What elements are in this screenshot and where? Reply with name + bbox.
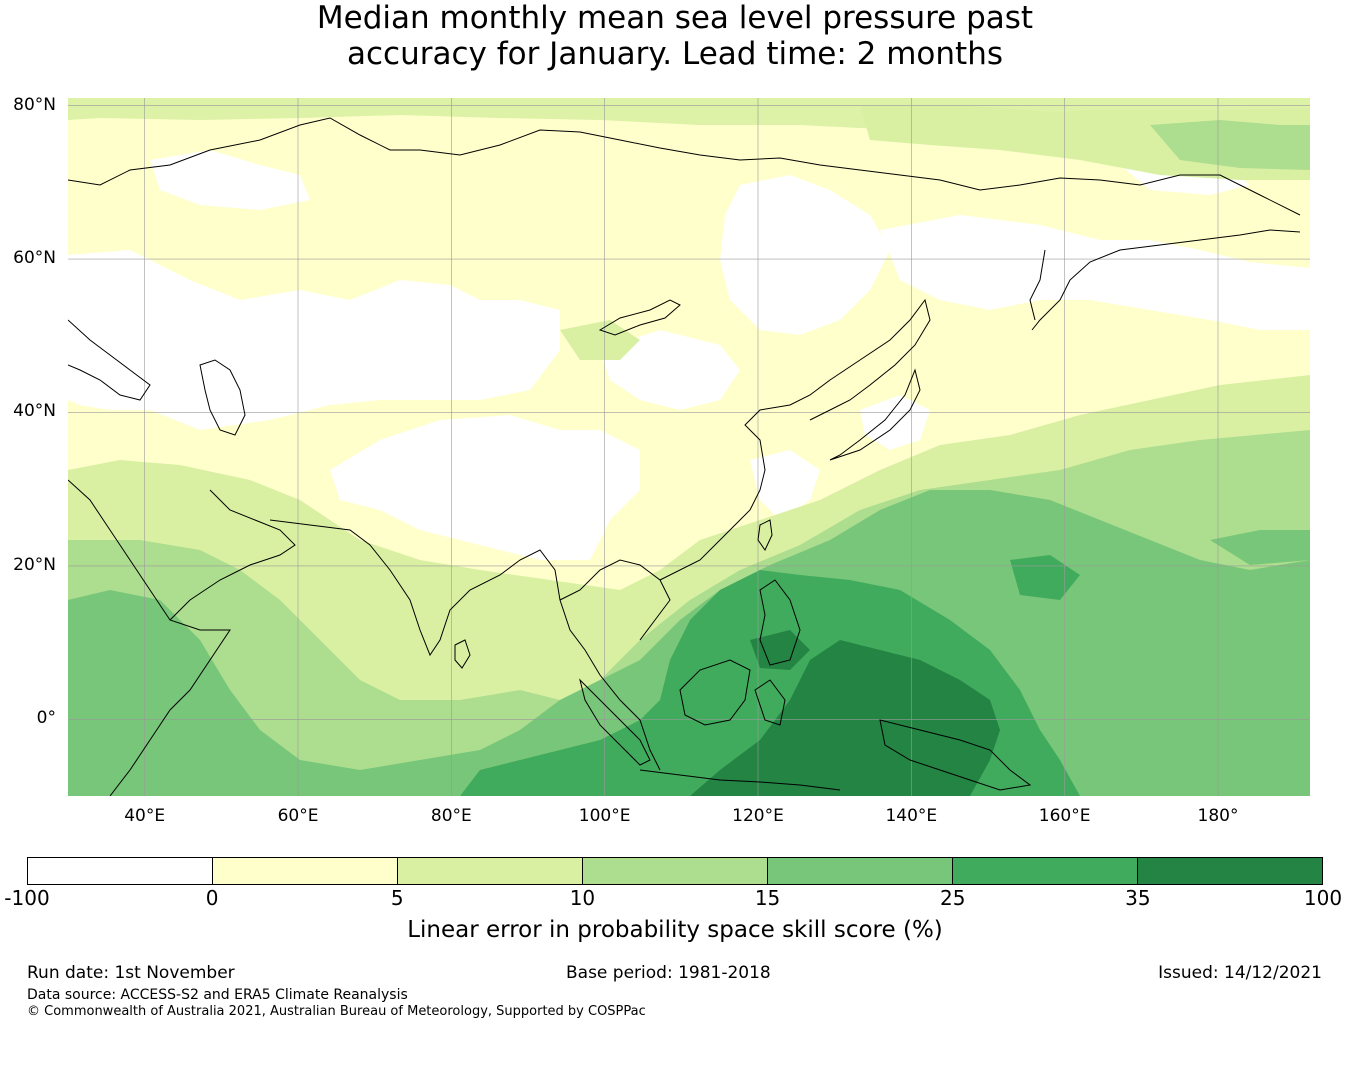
colorbar-tick-label: 15 [754, 886, 781, 910]
colorbar-tick-label: 100 [1303, 886, 1343, 910]
graticule [68, 98, 1310, 796]
lat-label: 20°N [13, 554, 56, 575]
lat-label: 60°N [13, 248, 56, 269]
colorbar-segment [398, 858, 583, 884]
coastlines [68, 117, 1301, 796]
lat-label: 0° [36, 708, 56, 729]
lon-label: 40°E [124, 806, 166, 826]
skill-region-negative [68, 150, 1310, 560]
lon-label: 80°E [430, 806, 472, 826]
colorbar-tick-label: 25 [939, 886, 966, 910]
issued-date: Issued: 14/12/2021 [1158, 963, 1322, 983]
colorbar-tick-label: 35 [1125, 886, 1151, 910]
colorbar-segment [768, 858, 953, 884]
colorbar [27, 857, 1323, 885]
colorbar-label: Linear error in probability space skill … [407, 917, 943, 943]
skill-region-35-100 [690, 630, 1000, 796]
lat-label: 80°N [13, 94, 56, 115]
colorbar-tick-label: 5 [390, 886, 404, 910]
title-line-2: accuracy for January. Lead time: 2 month… [346, 36, 1003, 72]
colorbar-tick-label: -100 [4, 886, 50, 910]
colorbar-tick-label: 10 [569, 886, 596, 910]
colorbar-segment [28, 858, 213, 884]
colorbar-segment [213, 858, 398, 884]
title-line-1: Median monthly mean sea level pressure p… [316, 0, 1034, 36]
base-period: Base period: 1981-2018 [566, 963, 771, 983]
lon-label: 140°E [885, 806, 938, 826]
colorbar-segment [1138, 858, 1322, 884]
lon-label: 120°E [732, 806, 784, 826]
copyright: © Commonwealth of Australia 2021, Austra… [27, 1004, 646, 1019]
colorbar-tick-label: 0 [205, 886, 219, 910]
lon-label: 100°E [578, 806, 631, 826]
colorbar-segment [953, 858, 1138, 884]
lon-label: 180° [1197, 806, 1239, 826]
map-title: Median monthly mean sea level pressure p… [0, 0, 1350, 72]
lon-label: 60°E [277, 806, 319, 826]
lat-label: 40°N [13, 401, 56, 422]
data-source: Data source: ACCESS-S2 and ERA5 Climate … [27, 987, 408, 1003]
colorbar-segment [583, 858, 768, 884]
lon-label: 160°E [1038, 806, 1091, 826]
run-date: Run date: 1st November [27, 963, 235, 983]
